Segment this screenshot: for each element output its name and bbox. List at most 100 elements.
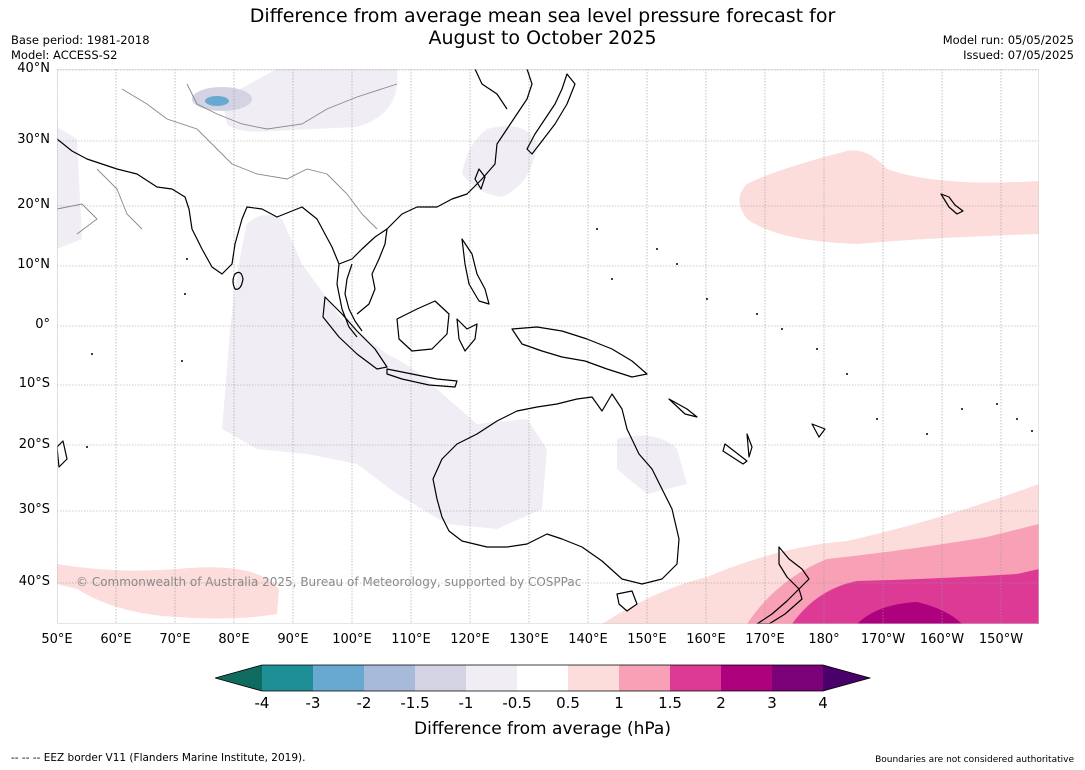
island-sri-lanka xyxy=(232,271,244,290)
colorbar-bin-n2-n1-5 xyxy=(364,665,415,691)
lat-label-30s: 30°S xyxy=(18,502,50,517)
base-period: Base period: 1981-2018 xyxy=(11,33,150,47)
island-taiwan xyxy=(474,168,486,190)
map-title: Difference from average mean sea level p… xyxy=(0,5,1085,49)
negative-anomaly-west-edge xyxy=(57,127,82,249)
coast-indochina xyxy=(338,69,533,265)
negative-anomaly-region xyxy=(222,69,398,132)
lon-label-130e: 130°E xyxy=(509,632,549,647)
colorbar xyxy=(215,664,871,692)
colorbar-bin-1-5-2 xyxy=(670,665,721,691)
model-name: Model: ACCESS-S2 xyxy=(11,48,118,62)
lon-label-140e: 140°E xyxy=(568,632,608,647)
positive-anomaly-southwest xyxy=(57,564,279,619)
positive-anomaly-tasman-1-5 xyxy=(792,569,1039,624)
boundaries-note: Boundaries are not considered authoritat… xyxy=(875,755,1074,765)
lon-label-120e: 120°E xyxy=(450,632,490,647)
lat-label-20n: 20°N xyxy=(17,197,50,212)
colorbar-tick: 0.5 xyxy=(556,694,580,712)
island-new-guinea xyxy=(511,326,648,378)
colorbar-tick: -1.5 xyxy=(400,694,430,712)
colorbar-bin-n4-n3 xyxy=(262,665,313,691)
lon-label-170w: 170°W xyxy=(860,632,906,647)
island-hawaii xyxy=(940,193,964,215)
lon-label-110e: 110°E xyxy=(391,632,431,647)
lon-label-180: 180° xyxy=(808,632,840,647)
coast-east-asia xyxy=(474,69,508,110)
colorbar-tick: -2 xyxy=(356,694,372,712)
eez-note: -- -- -- EEZ border V11 (Flanders Marine… xyxy=(11,752,306,764)
island-java xyxy=(386,368,458,388)
colorbar-tick: 3 xyxy=(767,694,777,712)
coast-vietnam xyxy=(356,228,388,315)
colorbar-tick: 2 xyxy=(716,694,726,712)
colorbar-tick: -0.5 xyxy=(502,694,532,712)
lon-label-150w: 150°W xyxy=(978,632,1024,647)
island-sumatra xyxy=(322,296,388,370)
island-sulawesi xyxy=(456,318,478,352)
negative-anomaly-indian-ocean xyxy=(222,215,547,529)
island-japan xyxy=(526,73,576,155)
island-new-caledonia xyxy=(722,443,748,465)
colorbar-tick: 4 xyxy=(818,694,828,712)
issue-info: Model run: 05/05/2025 Issued: 07/05/2025 xyxy=(943,33,1074,63)
lon-label-60e: 60°E xyxy=(100,632,132,647)
colorbar-tick: 1 xyxy=(614,694,624,712)
lat-label-10n: 10°N xyxy=(17,257,50,272)
lon-label-170e: 170°E xyxy=(745,632,785,647)
lon-label-70e: 70°E xyxy=(159,632,191,647)
lon-label-160e: 160°E xyxy=(686,632,726,647)
lon-label-90e: 90°E xyxy=(277,632,309,647)
model-info: Base period: 1981-2018 Model: ACCESS-S2 xyxy=(11,33,150,63)
pacific-islands xyxy=(86,228,1033,448)
title-line-2: August to October 2025 xyxy=(428,27,657,49)
coast-australia xyxy=(432,393,680,585)
lon-label-160w: 160°W xyxy=(919,632,965,647)
colorbar-bin-n1-n0-5 xyxy=(466,665,517,691)
model-run: Model run: 05/05/2025 xyxy=(942,33,1074,47)
lat-label-30n: 30°N xyxy=(17,132,50,147)
island-philippines xyxy=(461,238,490,305)
lon-label-100e: 100°E xyxy=(332,632,372,647)
positive-anomaly-north-pacific xyxy=(739,150,1039,244)
coast-arabia-iran xyxy=(57,138,358,338)
colorbar-extend-low xyxy=(215,665,262,691)
title-line-1: Difference from average mean sea level p… xyxy=(249,5,836,27)
lat-label-40s: 40°S xyxy=(18,574,50,589)
lat-label-10s: 10°S xyxy=(18,376,50,391)
colorbar-bin-n3-n2 xyxy=(313,665,364,691)
lon-label-80e: 80°E xyxy=(218,632,250,647)
island-solomons xyxy=(668,398,698,418)
borders xyxy=(57,83,398,235)
island-new-zealand-south xyxy=(756,588,803,624)
coastlines xyxy=(57,69,964,624)
island-borneo xyxy=(396,300,450,352)
copyright-text: © Commonwealth of Australia 2025, Bureau… xyxy=(76,575,582,589)
issued-date: Issued: 07/05/2025 xyxy=(963,48,1074,62)
colorbar-bin-2-3 xyxy=(721,665,772,691)
colorbar-tick: -4 xyxy=(254,694,270,712)
negative-anomaly-himalaya-core xyxy=(205,96,229,106)
pressure-map xyxy=(57,69,1039,624)
island-tasmania xyxy=(616,590,638,612)
island-vanuatu xyxy=(746,433,753,458)
colorbar-bin-n1-5-n1 xyxy=(415,665,466,691)
colorbar-label: Difference from average (hPa) xyxy=(414,719,671,739)
lon-label-150e: 150°E xyxy=(627,632,667,647)
colorbar-tick: -3 xyxy=(305,694,321,712)
negative-anomaly-japan xyxy=(462,126,537,197)
coast-malay-peninsula xyxy=(344,263,363,332)
lat-label-0: 0° xyxy=(35,317,50,332)
colorbar-bin-neutral xyxy=(517,665,568,691)
lat-label-40n: 40°N xyxy=(17,61,50,76)
colorbar-tick: -1 xyxy=(458,694,474,712)
colorbar-bin-1-1-5 xyxy=(619,665,670,691)
colorbar-bin-0-5-1 xyxy=(568,665,619,691)
island-madagascar xyxy=(57,440,68,468)
anomaly-fills xyxy=(57,69,1039,624)
lat-label-20s: 20°S xyxy=(18,437,50,452)
island-fiji xyxy=(811,423,826,438)
colorbar-extend-high xyxy=(823,665,870,691)
negative-anomaly-australia xyxy=(617,435,687,494)
lon-label-50e: 50°E xyxy=(41,632,73,647)
